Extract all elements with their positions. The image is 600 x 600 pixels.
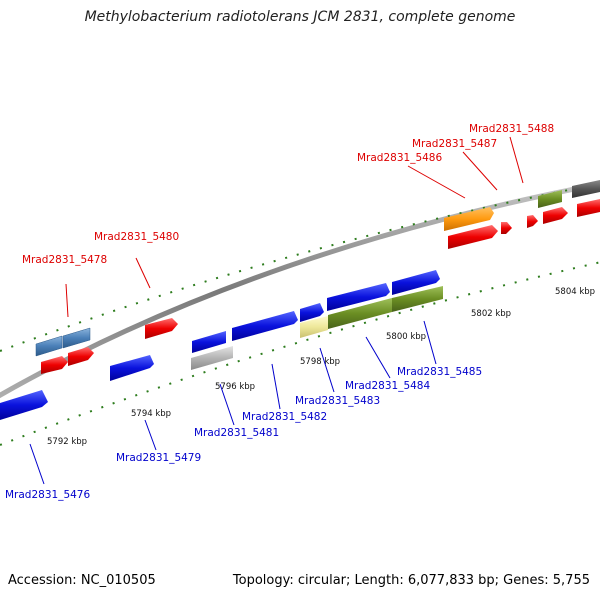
gene-arrow[interactable] [192, 331, 226, 353]
gene-arrow[interactable] [392, 286, 443, 312]
gene-arrow[interactable] [577, 199, 600, 217]
gene-arrow[interactable] [448, 225, 498, 249]
kbp-label: 5798 kbp [300, 357, 340, 367]
gene-arrow[interactable] [501, 222, 512, 234]
gene-arrow[interactable] [543, 207, 568, 224]
gene-label[interactable]: Mrad2831_5476 [5, 489, 90, 501]
forward-gene-labels: Mrad2831_5478 Mrad2831_5480 Mrad2831_548… [22, 123, 554, 266]
gene-arrow[interactable] [300, 316, 328, 338]
gene-arrow[interactable] [444, 207, 494, 231]
gene-arrow[interactable] [35, 335, 63, 357]
gene-label[interactable]: Mrad2831_5481 [194, 427, 279, 439]
genome-backbone [0, 181, 600, 399]
forward-label-leaders [65, 136, 524, 318]
gene-label[interactable]: Mrad2831_5486 [357, 152, 442, 164]
gene-arrow[interactable] [327, 283, 390, 311]
reverse-genes[interactable] [0, 270, 443, 420]
kbp-label: 5802 kbp [471, 309, 511, 319]
gene-arrow[interactable] [145, 318, 178, 339]
topology-text: Topology: circular; Length: 6,077,833 bp… [232, 573, 590, 588]
gene-arrow[interactable] [328, 298, 392, 329]
gene-arrow[interactable] [392, 270, 440, 295]
gene-label[interactable]: Mrad2831_5485 [397, 366, 482, 378]
gene-arrow[interactable] [110, 355, 154, 381]
kbp-label: 5794 kbp [131, 409, 171, 419]
gene-label[interactable]: Mrad2831_5484 [345, 380, 430, 392]
kbp-scale: 5792 kbp 5794 kbp 5796 kbp 5798 kbp 5800… [47, 287, 595, 447]
gene-label[interactable]: Mrad2831_5482 [242, 411, 327, 423]
gene-label[interactable]: Mrad2831_5487 [412, 138, 497, 150]
gene-arrow[interactable] [68, 347, 94, 366]
kbp-label: 5792 kbp [47, 437, 87, 447]
gene-label[interactable]: Mrad2831_5480 [94, 231, 179, 243]
reverse-gene-labels: Mrad2831_5476 Mrad2831_5479 Mrad2831_548… [5, 366, 482, 501]
gene-arrow[interactable] [232, 311, 298, 341]
gene-arrow[interactable] [527, 215, 538, 228]
gene-arrow[interactable] [41, 356, 68, 374]
gene-arrow[interactable] [191, 346, 233, 370]
accession-text: Accession: NC_010505 [8, 573, 156, 588]
gene-label[interactable]: Mrad2831_5478 [22, 254, 107, 266]
gene-label[interactable]: Mrad2831_5479 [116, 452, 201, 464]
kbp-label: 5796 kbp [215, 382, 255, 392]
gene-arrow[interactable] [0, 390, 48, 420]
kbp-label: 5804 kbp [555, 287, 595, 297]
genome-title: Methylobacterium radiotolerans JCM 2831,… [84, 9, 516, 25]
gene-arrow[interactable] [538, 190, 562, 208]
gene-arrow[interactable] [572, 180, 600, 198]
gene-arrow[interactable] [62, 327, 91, 349]
reverse-label-leaders [29, 320, 437, 485]
gene-arrow[interactable] [300, 303, 324, 322]
forward-genes[interactable] [35, 180, 600, 374]
kbp-label: 5800 kbp [386, 332, 426, 342]
gene-label[interactable]: Mrad2831_5483 [295, 395, 380, 407]
gene-label[interactable]: Mrad2831_5488 [469, 123, 554, 135]
